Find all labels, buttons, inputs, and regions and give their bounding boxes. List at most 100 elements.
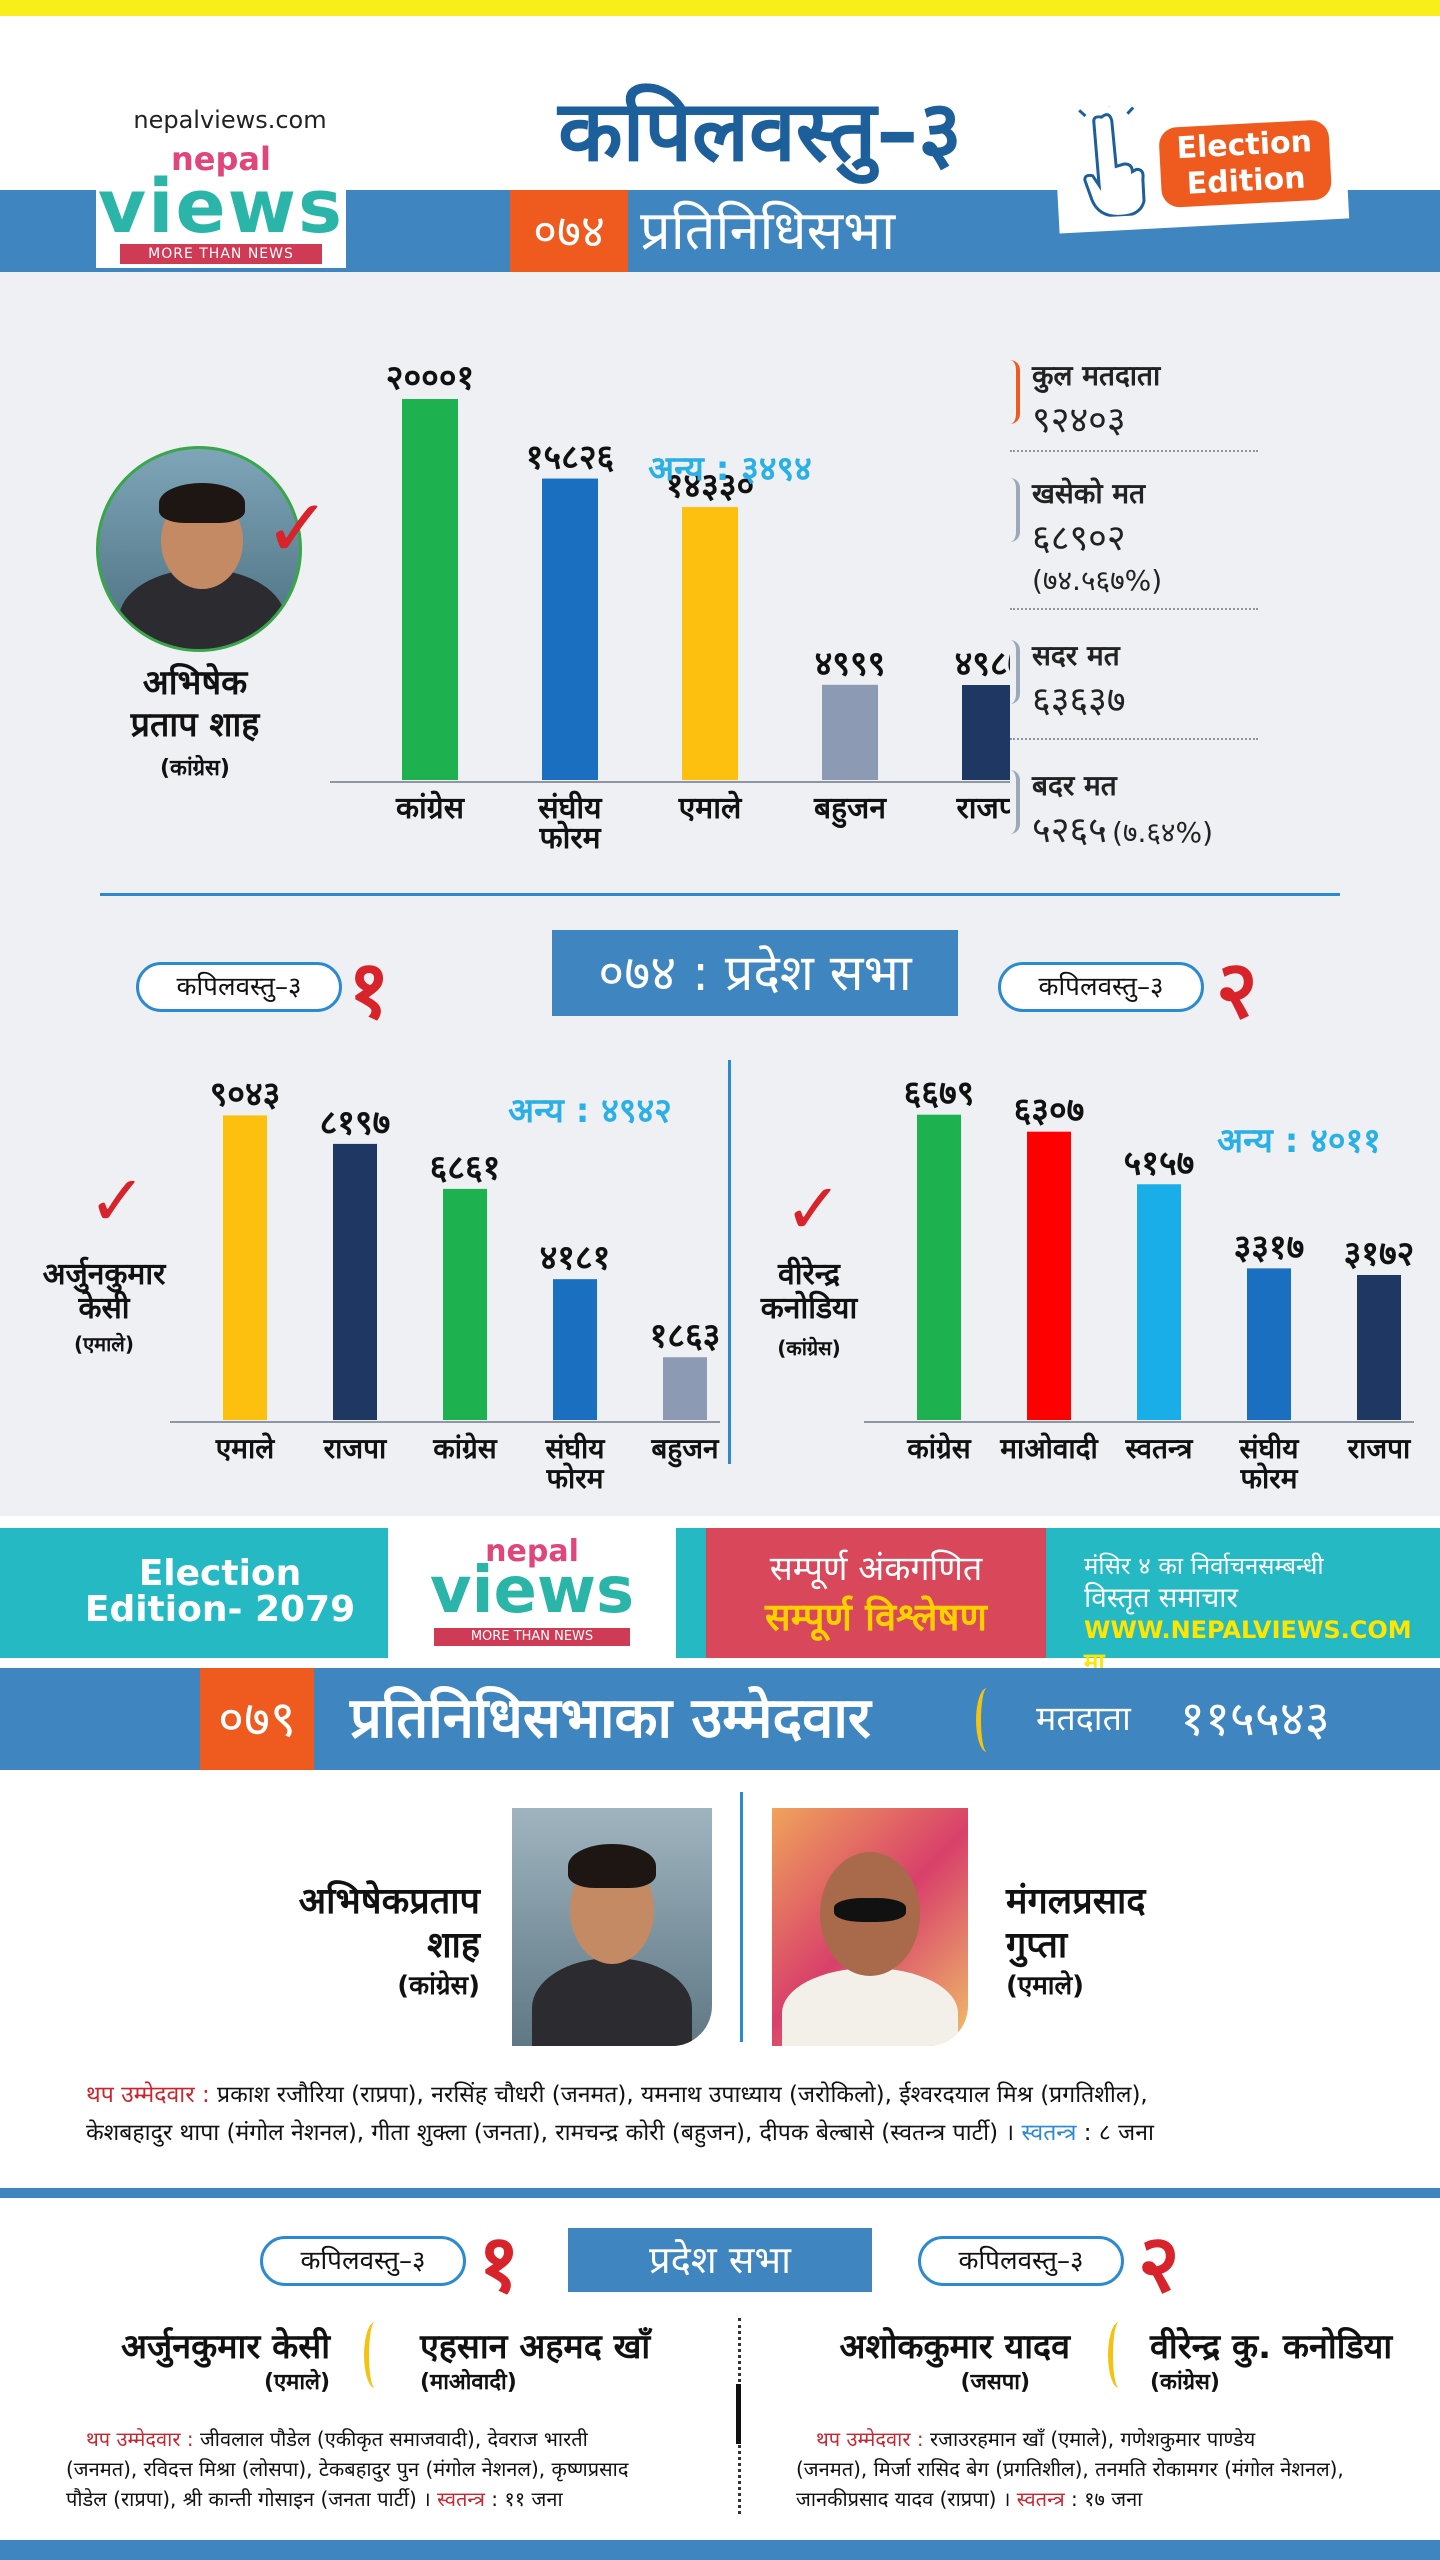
section-band xyxy=(0,2188,1440,2198)
data-label: ४९९९ xyxy=(815,644,886,684)
pradesh2-winner-line1: वीरेन्द्र xyxy=(778,1257,840,1292)
tick-label: फोरम xyxy=(545,1462,604,1495)
pradesh1-winner-line2: केसी xyxy=(78,1291,130,1326)
data-label: ८१९७ xyxy=(320,1103,391,1143)
tick-label: बहुजन xyxy=(813,791,887,829)
other-candidates-hor: थप उम्मेदवार : प्रकाश रजौरिया (राप्रपा),… xyxy=(86,2082,1154,2146)
bar xyxy=(553,1279,597,1420)
chart-separator xyxy=(728,1060,731,1464)
bar xyxy=(542,478,598,780)
candidate1-line2: शाह xyxy=(427,1925,480,1966)
election-edition-badge: Election Edition xyxy=(1052,88,1350,234)
constituency-pill-2: कपिलवस्तु–३ xyxy=(998,962,1204,1012)
divider xyxy=(1010,608,1258,610)
constituency-pill-1: कपिलवस्तु–३ xyxy=(136,962,342,1012)
divider xyxy=(1010,738,1258,740)
candidate-separator-icon xyxy=(1108,2322,1130,2388)
constituency-number-79-2: २ xyxy=(1138,2217,1180,2310)
site-url: nepalviews.com xyxy=(133,106,327,134)
candidate1-line1: अभिषेकप्रताप xyxy=(298,1881,480,1922)
p2-candidate-c: अशोककुमार यादव xyxy=(839,2327,1071,2367)
banner-logo: nepal views MORE THAN NEWS xyxy=(388,1528,676,1658)
section-divider xyxy=(100,893,1340,896)
winner-photo xyxy=(96,446,302,652)
candidate2-line1: मंगलप्रसाद xyxy=(1006,1881,1146,1922)
page-title: कपिलवस्तु–३ xyxy=(558,82,962,180)
data-label: १५८२६ xyxy=(526,438,614,478)
constituency-number-1: १ xyxy=(348,943,390,1036)
promo-banner: Election Edition- 2079 nepal views MORE T… xyxy=(0,1528,1440,1676)
candidate-separator-icon xyxy=(364,2322,386,2388)
p1-candidate-a: अर्जुनकुमार केसी xyxy=(121,2327,330,2367)
candidates-2079-band: ०७९ प्रतिनिधिसभाका उम्मेदवार मतदाता ११५५… xyxy=(0,1668,1440,1770)
banner-headline: सम्पूर्ण अंकगणित सम्पूर्ण विश्लेषण xyxy=(706,1528,1046,1658)
others-annotation: अन्य : ४९४२ xyxy=(508,1091,672,1131)
data-label: ४९८७ xyxy=(955,644,1010,684)
tick-label: स्वतन्त्र xyxy=(1125,1432,1195,1465)
chart-pradesh1-2074: ९०४३ एमाले ८१९७ राजपा ६८६१ कांग्रेस ४१८१ संघीय फ… xyxy=(170,1040,720,1510)
stat-invalid-votes: बदर मत ५२६५ (७.६४%) xyxy=(1016,766,1332,851)
p2-candidate-c-party: (जसपा) xyxy=(960,2370,1031,2395)
chart-pradesh2-2074: ६६७९ कांग्रेस ६३०७ माओवादी ५१५७ स्वतन्त्र ३३१७… xyxy=(864,1040,1424,1510)
tick-label: बहुजन xyxy=(650,1432,720,1468)
pradesh2-winner-party: (कांग्रेस) xyxy=(777,1336,841,1360)
p1-other-candidates: थप उम्मेदवार : जीवलाल पौडेल (एकीकृत समाज… xyxy=(66,2427,629,2511)
stat-valid-votes: सदर मत ६३६३७ xyxy=(1016,636,1260,721)
data-label: ३१७२ xyxy=(1344,1234,1415,1274)
chart-hor-2074: २०००१ कांग्रेस १५८२६ संघीय फोरम १४३३० एमाले ४९९… xyxy=(330,320,1040,880)
tick-label: संघीय xyxy=(1239,1432,1301,1465)
p2-candidate-d: वीरेन्द्र कु. कनोडिया xyxy=(1150,2327,1393,2367)
others-annotation: अन्य : ४०११ xyxy=(1217,1121,1381,1161)
winner-name-line2: प्रताप शाह xyxy=(130,705,260,745)
tick-label: राजपा xyxy=(323,1432,388,1465)
candidates-divider xyxy=(740,1792,743,2042)
constituency-number-2: २ xyxy=(1216,943,1258,1036)
tick-label: कांग्रेस xyxy=(906,1432,972,1465)
data-label: ६८६१ xyxy=(430,1148,501,1188)
bar xyxy=(1247,1268,1291,1420)
data-label: २०००१ xyxy=(386,358,474,398)
data-label: ४१८१ xyxy=(540,1238,611,1278)
others-annotation: अन्य : ३४९४ xyxy=(648,449,812,489)
bar xyxy=(1137,1184,1181,1420)
candidate2-party: (एमाले) xyxy=(1006,1971,1085,2001)
tick-label: फोरम xyxy=(538,820,601,856)
tick-label: फोरम xyxy=(1239,1462,1298,1495)
constituency-number-79-1: १ xyxy=(478,2217,520,2310)
top-yellow-bar xyxy=(0,0,1440,16)
candidate1-party: (कांग्रेस) xyxy=(397,1971,480,2001)
tick-label: संघीय xyxy=(545,1432,607,1465)
constituency-pill-79-1: कपिलवस्तु–३ xyxy=(260,2236,466,2286)
data-label: ३३१७ xyxy=(1234,1227,1305,1267)
bottom-band xyxy=(0,2540,1440,2560)
bar xyxy=(333,1143,377,1420)
bar xyxy=(223,1115,267,1420)
candidate2-photo xyxy=(772,1808,968,2046)
stat-total-voters: कुल मतदाता ९२४०३ xyxy=(1016,356,1260,441)
data-label: १८६३ xyxy=(650,1316,720,1356)
pradesh-2074-title: ०७४ : प्रदेश सभा xyxy=(552,930,958,1016)
tick-label: कांग्रेस xyxy=(395,790,466,826)
stat-marker-icon xyxy=(1010,640,1020,704)
stat-votes-cast: खसेको मत ६८९०२ (७४.५६७%) xyxy=(1016,474,1260,597)
data-label: ५१५७ xyxy=(1124,1143,1195,1183)
tick-label: राजपा xyxy=(955,791,1010,826)
banner-details: मंसिर ४ का निर्वाचनसम्बन्धी विस्तृत समाच… xyxy=(1084,1552,1412,1676)
data-label: १४३३० xyxy=(666,466,754,506)
tick-label: एमाले xyxy=(678,790,743,826)
stat-marker-icon xyxy=(1010,478,1020,542)
divider xyxy=(1010,450,1258,452)
bar xyxy=(663,1357,707,1420)
bar xyxy=(402,399,458,780)
bar xyxy=(1357,1274,1401,1420)
pradesh-divider-solid xyxy=(736,2384,741,2444)
winner-check-icon: ✓ xyxy=(784,1168,843,1250)
bar xyxy=(443,1188,487,1420)
p1-candidate-a-party: (एमाले) xyxy=(263,2370,330,2395)
data-label: ६३०७ xyxy=(1014,1091,1085,1131)
tick-label: कांग्रेस xyxy=(432,1432,498,1465)
stat-marker-icon xyxy=(1010,360,1020,424)
tick-label: एमाले xyxy=(215,1432,275,1465)
pradesh1-winner-party: (एमाले) xyxy=(73,1332,135,1356)
bar xyxy=(1027,1131,1071,1420)
